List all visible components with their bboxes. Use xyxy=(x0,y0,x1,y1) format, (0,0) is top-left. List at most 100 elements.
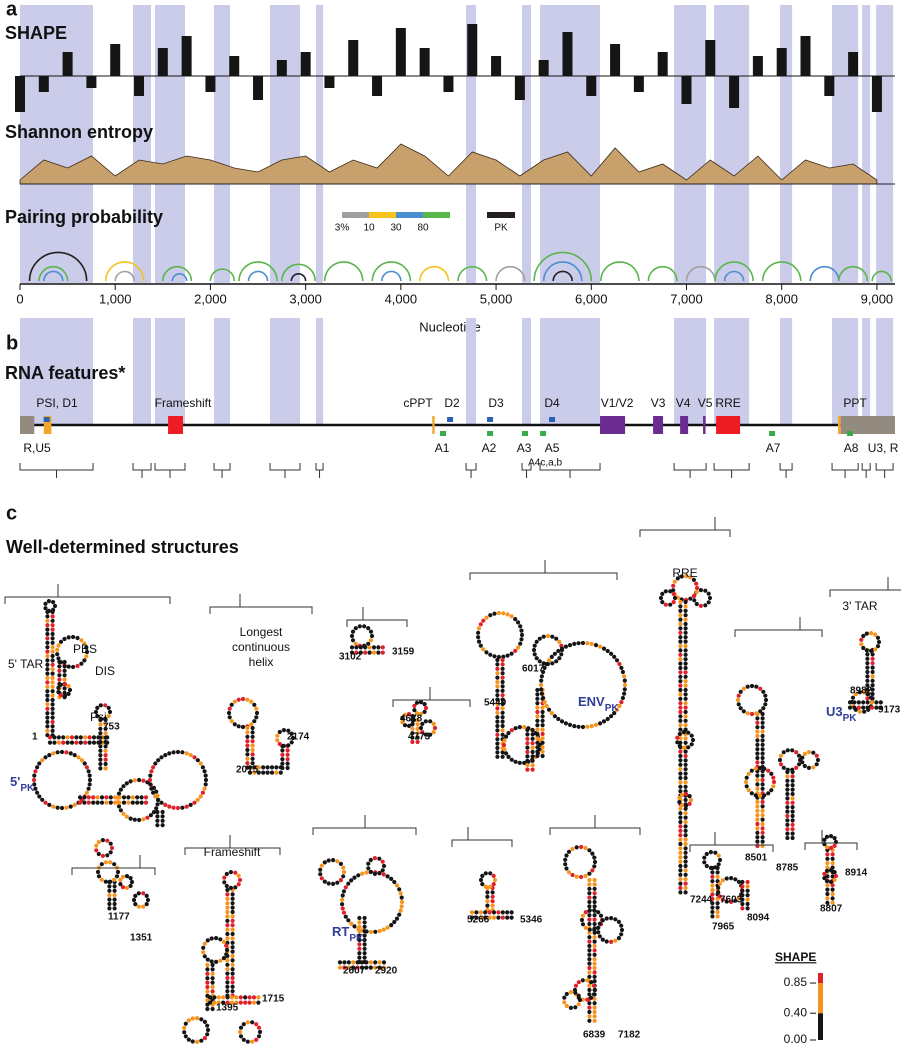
nucleotide xyxy=(596,930,601,935)
nucleotide xyxy=(495,745,500,751)
nucleotide xyxy=(678,683,683,688)
nucleotide xyxy=(186,1018,191,1023)
nucleotide xyxy=(91,800,96,805)
nucleotide xyxy=(580,724,586,730)
nucleotide xyxy=(683,890,688,895)
feature-label: A7 xyxy=(766,441,781,455)
nucleotide xyxy=(51,607,56,613)
nucleotide xyxy=(180,805,185,810)
shape-bar xyxy=(467,24,478,76)
pk-subscript: PK xyxy=(605,703,620,714)
nucleotide xyxy=(45,697,50,703)
nucleotide xyxy=(183,1034,188,1039)
nucleotide xyxy=(237,1029,243,1035)
nucleotide xyxy=(368,929,373,935)
nucleotide xyxy=(350,629,356,634)
nucleotide xyxy=(256,770,261,775)
nucleotide xyxy=(794,750,799,755)
nucleotide xyxy=(683,868,688,873)
nucleotide xyxy=(64,750,69,755)
nucleotide xyxy=(495,741,500,746)
nucleotide xyxy=(353,641,358,646)
nucleotide xyxy=(833,873,839,879)
nucleotide xyxy=(688,575,693,580)
nucleotide xyxy=(587,904,592,909)
nucleotide xyxy=(51,600,56,605)
x-axis-label: Nucleotide xyxy=(419,319,480,334)
shape-bar xyxy=(514,76,525,100)
nucleotide xyxy=(592,1005,597,1010)
nucleotide xyxy=(201,945,206,950)
shape-bar xyxy=(871,76,882,112)
nucleotide xyxy=(55,750,60,755)
nucleotide xyxy=(190,1039,195,1044)
nucleotide xyxy=(757,793,763,799)
nucleotide xyxy=(500,710,505,715)
nucleotide xyxy=(740,897,745,902)
pk-label: RTPK xyxy=(332,924,364,943)
nucleotide xyxy=(225,909,230,915)
nucleotide xyxy=(50,640,55,645)
nucleotide xyxy=(800,755,805,760)
nucleotide xyxy=(824,879,830,884)
nucleotide xyxy=(755,817,760,822)
nucleotide xyxy=(277,729,282,735)
feature-marker xyxy=(440,431,447,436)
nucleotide xyxy=(620,669,626,675)
nucleotide xyxy=(50,675,55,681)
nucleotide xyxy=(415,726,420,731)
nucleotide xyxy=(331,858,336,863)
feature-block xyxy=(600,416,626,434)
nucleotide xyxy=(202,941,207,946)
nucleotide xyxy=(192,755,197,760)
nucleotide xyxy=(500,675,505,680)
nucleotide xyxy=(587,1009,592,1015)
nucleotide xyxy=(587,943,592,949)
nucleotide xyxy=(210,976,215,981)
nucleotide xyxy=(587,1018,592,1023)
nucleotide xyxy=(587,1014,592,1019)
nucleotide xyxy=(380,645,385,650)
nucleotide xyxy=(398,891,403,896)
nucleotide xyxy=(71,664,76,670)
nucleotide-number: 6839 xyxy=(583,1030,606,1041)
nucleotide xyxy=(830,883,835,888)
nucleotide xyxy=(716,853,721,858)
nucleotide xyxy=(707,595,713,601)
nucleotide xyxy=(483,910,488,915)
nucleotide xyxy=(694,601,699,607)
nucleotide xyxy=(76,755,81,760)
nucleotide xyxy=(683,749,688,754)
nucleotide xyxy=(214,936,219,941)
nucleotide xyxy=(865,656,870,661)
nucleotide xyxy=(753,766,758,771)
panel-label: a xyxy=(6,0,18,20)
nucleotide xyxy=(766,791,771,796)
nucleotide xyxy=(132,778,137,783)
nucleotide xyxy=(790,831,795,836)
nucleotide xyxy=(525,749,530,755)
nucleotide xyxy=(247,765,253,770)
nucleotide xyxy=(250,734,255,739)
nucleotide xyxy=(133,902,138,907)
nucleotide xyxy=(221,939,226,945)
nucleotide xyxy=(362,951,367,956)
structure-title: Frameshift xyxy=(204,845,261,859)
nucleotide xyxy=(762,793,767,798)
feature-marker xyxy=(769,431,776,436)
nucleotide xyxy=(115,869,121,875)
nucleotide xyxy=(201,950,206,955)
nucleotide xyxy=(678,784,683,789)
nucleotide xyxy=(683,604,688,609)
nucleotide xyxy=(568,1005,574,1011)
nucleotide xyxy=(225,984,230,989)
nucleotide xyxy=(55,805,60,810)
nucleotide xyxy=(619,665,624,671)
nucleotide xyxy=(58,682,64,687)
nucleotide xyxy=(587,987,592,993)
nucleotide xyxy=(785,791,790,797)
nucleotide xyxy=(394,883,400,888)
nucleotide xyxy=(663,602,668,607)
nucleotide xyxy=(45,658,50,663)
nucleotide xyxy=(678,881,683,886)
